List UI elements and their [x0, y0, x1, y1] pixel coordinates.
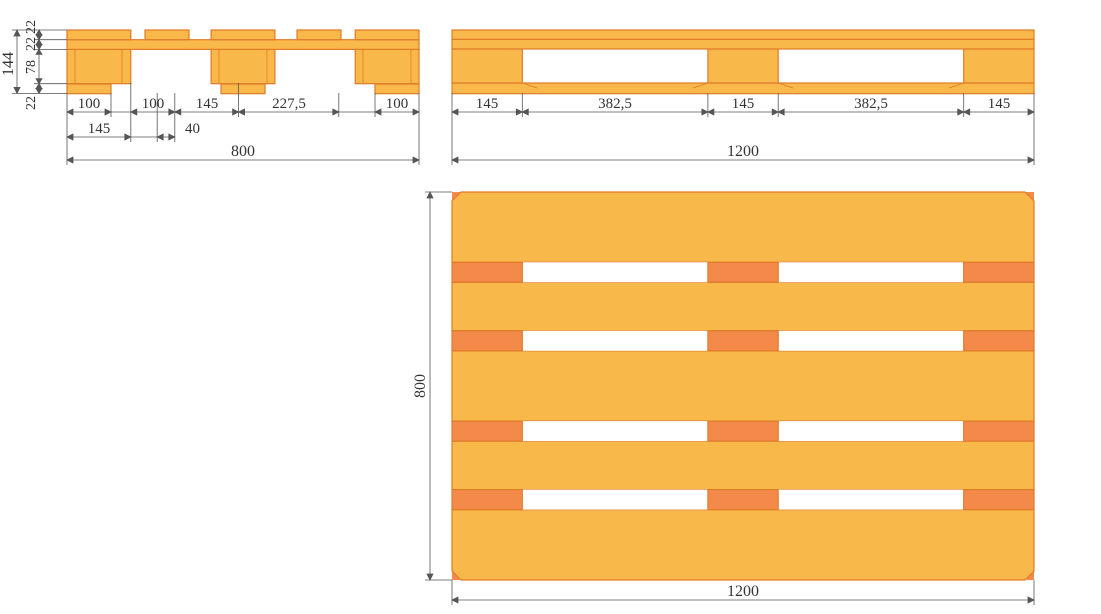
d-800: 800 — [231, 143, 255, 160]
top-view: 800 1200 — [412, 192, 1034, 605]
long-side-elevation: 145 382,5 145 382,5 145 1200 — [452, 30, 1034, 165]
ld-145c: 145 — [988, 96, 1011, 112]
horiz-dims-long: 145 382,5 145 382,5 145 1200 — [452, 93, 1034, 165]
horiz-dims-short: 100 100 145 227,5 100 145 40 — [67, 83, 419, 165]
short-side-elevation: 144 22 22 78 22 — [0, 20, 419, 165]
td-800: 800 — [412, 374, 429, 398]
dim-78: 78 — [24, 60, 39, 74]
dim-22c: 22 — [24, 96, 39, 110]
top-deck — [452, 192, 1034, 580]
d-40: 40 — [185, 121, 200, 137]
d-100c: 100 — [386, 96, 409, 112]
vert-dims: 144 22 22 78 22 — [0, 20, 67, 110]
ld-145b: 145 — [732, 96, 755, 112]
dim-22b: 22 — [24, 37, 39, 51]
ld-3825a: 382,5 — [598, 96, 632, 112]
ld-3825b: 382,5 — [854, 96, 888, 112]
ld-1200: 1200 — [727, 143, 759, 160]
d-2275: 227,5 — [272, 96, 306, 112]
td-1200: 1200 — [727, 583, 759, 600]
dim-22a: 22 — [24, 20, 39, 34]
bottom-deck-boards — [67, 84, 419, 94]
stringer-board — [67, 40, 419, 50]
ld-145a: 145 — [476, 96, 499, 112]
blocks — [67, 49, 419, 83]
dim-height-144: 144 — [0, 52, 17, 76]
d-100b: 100 — [142, 96, 165, 112]
d-145b: 145 — [88, 121, 111, 137]
d-100a: 100 — [78, 96, 101, 112]
pallet-drawing: 144 22 22 78 22 — [0, 0, 1101, 614]
d-145a: 145 — [196, 96, 219, 112]
